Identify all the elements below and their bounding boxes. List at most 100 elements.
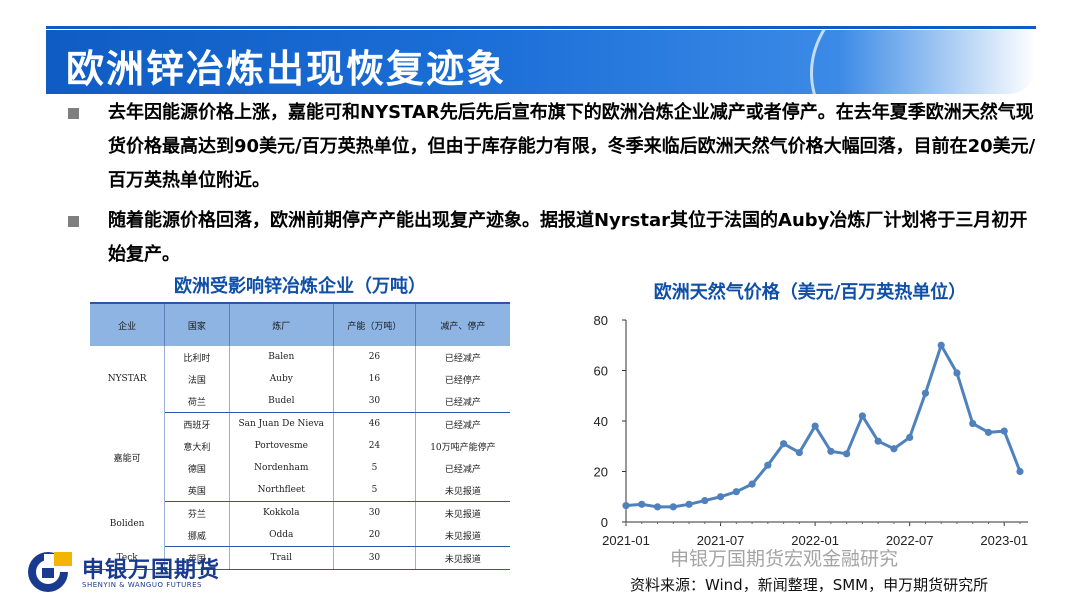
table-row: 英国 Northfleet 5 未见报道 (90, 479, 510, 502)
bullet-item: 随着能源价格回落，欧洲前期停产产能出现复产迹象。据报道Nyrstar其位于法国的… (68, 204, 1038, 272)
cell-plant: Odda (229, 524, 335, 547)
col-header-country: 国家 (164, 304, 230, 346)
data-point (669, 503, 677, 511)
title-top-stripe (46, 26, 1036, 29)
data-point (622, 501, 630, 510)
data-point (732, 488, 740, 496)
cell-status: 已经减产 (415, 390, 510, 413)
table-row: 嘉能可 西班牙 San Juan De Nieva 46 已经减产 (90, 412, 510, 502)
y-tick-label: 80 (594, 313, 608, 328)
data-point (780, 440, 788, 448)
data-point (701, 496, 709, 505)
data-point (921, 389, 930, 397)
data-point (653, 503, 662, 511)
cell-capacity: 30 (333, 501, 416, 524)
data-point (874, 437, 882, 445)
cell-capacity: 24 (333, 435, 416, 457)
data-point (969, 419, 977, 428)
data-point (795, 448, 803, 457)
table-row: NYSTAR 比利时 Balen 26 已经减产 (90, 346, 510, 413)
x-tick-label: 2022-07 (886, 533, 934, 548)
cell-status: 未见报道 (415, 524, 510, 547)
cell-country: 挪威 (164, 524, 230, 547)
cell-company: Teck (90, 546, 166, 570)
cell-country: 意大利 (164, 435, 230, 457)
cell-plant: Budel (229, 390, 335, 413)
cell-capacity: 30 (333, 546, 416, 570)
data-point (716, 493, 725, 501)
cell-status: 未见报道 (444, 509, 481, 520)
table-top-rule (90, 302, 510, 304)
cell-status: 已经停产 (444, 375, 481, 386)
cell-plant: Balen (229, 346, 335, 368)
col-header-status: 减产、停产 (415, 304, 510, 346)
cell-plant: Auby (229, 368, 335, 390)
cell-plant: Kokkola (229, 501, 335, 524)
cell-country: 比利时 (164, 346, 230, 368)
data-point (984, 428, 993, 436)
x-tick-label: 2021-01 (602, 533, 650, 548)
data-point (764, 461, 772, 469)
cell-status: 已经减产 (444, 464, 481, 475)
cell-plant: San Juan De Nieva (229, 412, 335, 435)
data-point (843, 450, 851, 458)
cell-country: 英国 (164, 479, 230, 502)
bullet-list: 去年因能源价格上涨，嘉能可和NYSTAR先后先后宣布旗下的欧洲冶炼企业减产或者停… (68, 96, 1038, 278)
table-row: Boliden 芬兰 Kokkola 30 未见报道 (90, 501, 510, 547)
watermark-text: 申银万国期货宏观金融研究 (670, 548, 899, 570)
table-row: 法国 Auby 16 已经停产 (90, 368, 510, 390)
cell-status: 10万吨产能停产 (430, 442, 496, 453)
cell-country: 英国 (164, 546, 230, 570)
table-title: 欧洲受影响锌冶炼企业（万吨） (174, 276, 426, 297)
x-tick-label: 2023-01 (980, 533, 1028, 548)
cell-company: Boliden (90, 501, 166, 547)
company-logo: 申银万国期货 SHENYIN & WANGUO FUTURES (24, 548, 244, 598)
table-row: 意大利 Portovesme 24 10万吨产能停产 (90, 435, 510, 457)
bullet-square-icon (68, 216, 79, 227)
cell-status: 已经减产 (444, 420, 481, 431)
data-point (827, 447, 835, 455)
y-tick-label: 60 (594, 364, 608, 379)
data-point (638, 500, 646, 508)
title-banner: 欧洲锌冶炼出现恢复迹象 (46, 30, 1036, 94)
logo-mark-icon (28, 552, 74, 592)
col-header-capacity: 产能（万吨） (333, 304, 416, 346)
table-row: 荷兰 Budel 30 已经减产 (90, 390, 510, 413)
bullet-item: 去年因能源价格上涨，嘉能可和NYSTAR先后先后宣布旗下的欧洲冶炼企业减产或者停… (68, 96, 1038, 198)
x-tick-label: 2022-01 (791, 533, 839, 548)
cell-status: 未见报道 (415, 479, 510, 502)
cell-plant: Portovesme (229, 435, 335, 457)
cell-country: 法国 (164, 368, 230, 390)
cell-status: 未见报道 (415, 546, 510, 570)
cell-capacity: 30 (333, 390, 416, 413)
source-note: 资料来源：Wind，新闻整理，SMM，申万期货研究所 (630, 576, 989, 594)
cell-country: 芬兰 (164, 501, 230, 524)
logo-subtitle: SHENYIN & WANGUO FUTURES (82, 581, 202, 589)
data-point (748, 480, 756, 488)
cell-capacity: 5 (333, 457, 416, 479)
table-row: 德国 Nordenham 5 已经减产 (90, 457, 510, 479)
data-point (890, 445, 898, 453)
data-point (953, 369, 961, 377)
cell-capacity: 26 (333, 346, 416, 368)
data-point (685, 500, 693, 508)
bullet-text: 去年因能源价格上涨，嘉能可和NYSTAR先后先后宣布旗下的欧洲冶炼企业减产或者停… (108, 102, 1036, 191)
cell-country: 德国 (164, 457, 230, 479)
cell-plant: Northfleet (229, 479, 335, 502)
cell-company: NYSTAR (90, 346, 166, 413)
cell-capacity: 16 (333, 368, 416, 390)
cell-country: 荷兰 (164, 390, 230, 413)
cell-capacity: 5 (333, 479, 416, 502)
data-point (1016, 467, 1024, 476)
y-tick-label: 40 (594, 414, 608, 429)
data-point (811, 422, 819, 430)
bullet-square-icon (68, 108, 79, 119)
chart-title: 欧洲天然气价格（美元/百万英热单位） (653, 282, 967, 303)
cell-status: 已经减产 (444, 353, 481, 364)
x-tick-label: 2021-07 (697, 533, 745, 548)
gas-price-chart: 0 20 40 60 80 2021-01 2021-07 2022-01 2022-07 202… (594, 313, 1029, 548)
col-header-company: 企业 (90, 304, 166, 346)
data-point (937, 341, 945, 349)
cell-capacity: 20 (333, 524, 416, 547)
cell-country: 西班牙 (164, 412, 230, 435)
